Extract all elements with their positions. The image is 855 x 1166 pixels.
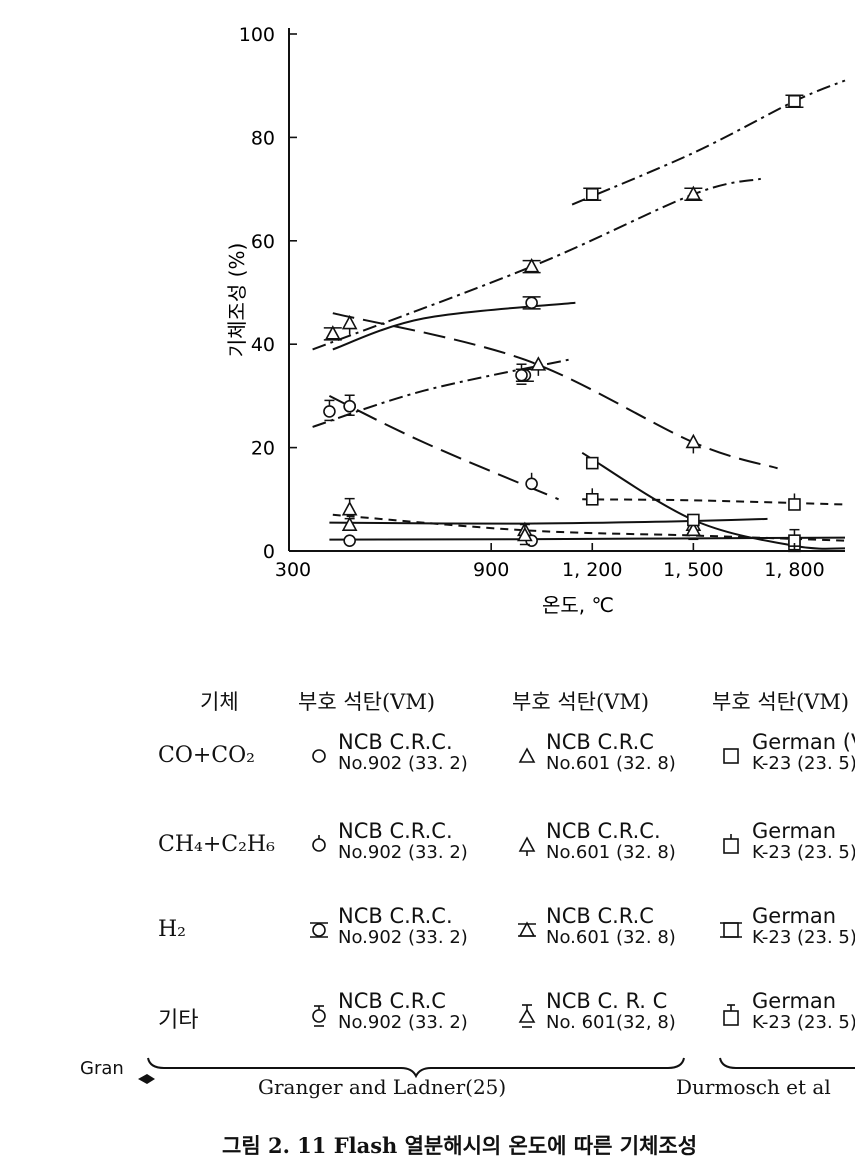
legend-source-ch4-german: German K-23 (23. 5) xyxy=(752,819,855,863)
circle-bar-marker-icon xyxy=(312,1005,326,1027)
legend-header-col2: 부호 석탄(VM) xyxy=(512,690,650,714)
x-tick-label: 1, 800 xyxy=(764,559,824,581)
chart: 0 20 40 60 80 100 300 900 1, 200 1, 500 1, 800 온도,… xyxy=(225,24,846,617)
circle-h2-marker xyxy=(522,296,541,310)
y-tick-label: 0 xyxy=(263,541,275,563)
circle-co-series-line xyxy=(329,536,846,541)
x-tick-label: 300 xyxy=(275,559,311,581)
triangle-other-marker xyxy=(341,497,358,520)
y-tick-label: 40 xyxy=(251,334,275,356)
circle-other-series-line xyxy=(312,358,569,428)
y-tick-label: 80 xyxy=(251,127,275,149)
triangle-other-marker xyxy=(517,523,533,546)
x-tick-label: 900 xyxy=(473,559,509,581)
y-tick-label: 60 xyxy=(251,231,275,253)
circle-other-marker xyxy=(343,394,356,416)
legend-source-h2-ncb601: NCB C.R.C No.601 (32. 8) xyxy=(546,904,676,948)
triangle-bar-marker-icon xyxy=(518,1004,536,1028)
triangle-co-series-line xyxy=(329,517,768,525)
square-tick-marker-icon xyxy=(723,834,739,854)
source-right-label: Durmosch et al xyxy=(676,1075,831,1099)
figure-caption: 그림 2. 11 Flash 열분해시의 온도에 따른 기체조성 xyxy=(222,1133,698,1158)
triangle-co-marker xyxy=(341,516,358,531)
square-h2-series-line xyxy=(571,79,846,206)
series-curves xyxy=(312,79,846,550)
x-axis-label: 온도, ℃ xyxy=(542,593,614,617)
right-brace-icon xyxy=(719,1057,855,1069)
legend-gas-co: CO+CO₂ xyxy=(158,743,255,768)
x-tick-label: 1, 500 xyxy=(663,559,723,581)
legend-gas-h2: H₂ xyxy=(158,917,187,942)
legend-source-co-ncb601: NCB C.R.C No.601 (32. 8) xyxy=(546,730,676,774)
triangle-h2-series-line xyxy=(312,177,762,351)
y-tick-label: 100 xyxy=(239,24,275,46)
triangle-other-series-line xyxy=(332,513,846,542)
circle-marker-icon xyxy=(312,749,326,763)
triangle-ch4-marker xyxy=(341,314,358,335)
square-ch4-marker xyxy=(585,488,599,506)
legend-source-h2-ncb902: NCB C.R.C. No.902 (33. 2) xyxy=(338,904,468,948)
triangle-marker-icon xyxy=(518,747,536,763)
triangle-h2-marker xyxy=(522,257,541,274)
legend-source-co-ncb902: NCB C.R.C. No.902 (33. 2) xyxy=(338,730,468,774)
legend-gas-ch4: CH₄+C₂H₆ xyxy=(158,832,275,857)
circle-h2-series-line xyxy=(332,301,576,351)
triangle-h2-marker xyxy=(323,325,342,341)
x-tick-label: 1, 200 xyxy=(562,559,622,581)
square-h2-marker xyxy=(785,94,804,108)
circle-ch4-series-line xyxy=(328,395,559,501)
legend-source-co-german: German (VM)K-23 (23. 5) xyxy=(752,730,855,774)
circle-other-marker xyxy=(515,363,528,385)
axes xyxy=(288,28,845,552)
circle-ch4-marker xyxy=(525,472,538,491)
square-ch4-series-line xyxy=(582,498,846,506)
square-co-series-line xyxy=(581,451,846,550)
square-ears-marker-icon xyxy=(720,922,742,938)
tick-labels: 0 20 40 60 80 100 300 900 1, 200 1, 500 1, 800 xyxy=(239,24,825,581)
triangle-ch4-marker xyxy=(530,356,547,376)
square-marker-icon xyxy=(723,748,739,764)
legend-header-col1: 부호 석탄(VM) xyxy=(298,690,436,714)
square-co-marker xyxy=(585,456,599,470)
source-left-label: Granger and Ladner(25) xyxy=(258,1075,507,1099)
triangle-h2-marker xyxy=(684,185,703,202)
y-tick-label: 20 xyxy=(251,438,275,460)
square-ch4-marker xyxy=(788,493,801,511)
triangle-ears-marker-icon xyxy=(518,921,536,937)
legend-header-gas: 기체 xyxy=(200,690,239,714)
triangle-tick-marker-icon xyxy=(518,836,536,856)
legend-header-col3: 부호 석탄(VM) xyxy=(712,690,850,714)
circle-ears-marker-icon xyxy=(310,922,328,938)
circle-other-marker xyxy=(323,399,336,422)
triangle-ch4-marker xyxy=(685,433,702,454)
square-bar-marker-icon xyxy=(723,1004,739,1026)
legend-gas-other: 기타 xyxy=(158,1008,199,1033)
bullet-icon xyxy=(138,1074,155,1084)
data-markers xyxy=(323,94,804,553)
y-axis-label: 기체조성 (%) xyxy=(225,243,249,358)
legend-source-h2-german: German K-23 (23. 5) xyxy=(752,904,855,948)
legend-source-other-ncb902: NCB C.R.C No.902 (33. 2) xyxy=(338,989,468,1033)
legend-source-ch4-ncb902: NCB C.R.C. No.902 (33. 2) xyxy=(338,819,468,863)
triangle-ch4-series-line xyxy=(332,312,778,470)
square-co-marker xyxy=(687,513,700,527)
square-other-marker xyxy=(788,528,801,551)
circle-co-marker xyxy=(343,534,356,547)
legend-source-other-german: German K-23 (23. 5) xyxy=(752,989,855,1033)
circle-tick-marker-icon xyxy=(312,835,326,852)
square-h2-marker xyxy=(583,187,602,202)
legend-source-other-ncb601: NCB C. R. C No. 601(32, 8) xyxy=(546,989,676,1033)
gran-label: Gran xyxy=(80,1058,124,1079)
left-brace-icon xyxy=(147,1057,685,1078)
legend-source-ch4-ncb601: NCB C.R.C. No.601 (32. 8) xyxy=(546,819,676,863)
